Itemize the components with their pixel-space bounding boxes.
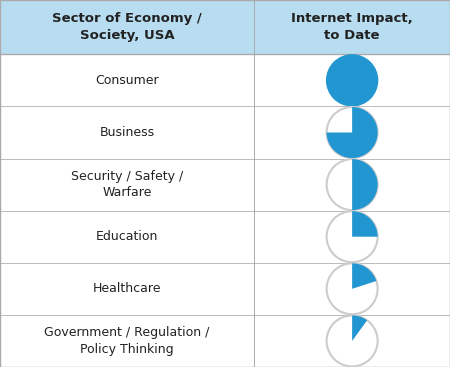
Bar [0, 211, 450, 263]
Text: Education: Education [96, 230, 158, 243]
Text: Internet Impact,
to Date: Internet Impact, to Date [291, 12, 413, 42]
Bar [0, 315, 450, 367]
Wedge shape [352, 159, 378, 210]
Circle shape [327, 211, 378, 262]
Text: Government / Regulation /
Policy Thinking: Government / Regulation / Policy Thinkin… [45, 326, 210, 356]
Circle shape [327, 107, 378, 158]
Wedge shape [352, 211, 378, 237]
Circle shape [327, 316, 378, 366]
Text: Consumer: Consumer [95, 74, 159, 87]
Text: Healthcare: Healthcare [93, 282, 162, 295]
Wedge shape [327, 107, 378, 158]
Circle shape [327, 264, 378, 314]
Wedge shape [352, 316, 367, 341]
Wedge shape [352, 264, 376, 289]
Bar [0, 106, 450, 159]
Text: Business: Business [99, 126, 155, 139]
Bar [0, 159, 450, 211]
Bar [0, 263, 450, 315]
Text: Security / Safety /
Warfare: Security / Safety / Warfare [71, 170, 183, 199]
Text: Sector of Economy /
Society, USA: Sector of Economy / Society, USA [52, 12, 202, 42]
Bar [0, 54, 450, 106]
Bar [0, 0, 450, 54]
Circle shape [327, 159, 378, 210]
Circle shape [327, 55, 378, 106]
